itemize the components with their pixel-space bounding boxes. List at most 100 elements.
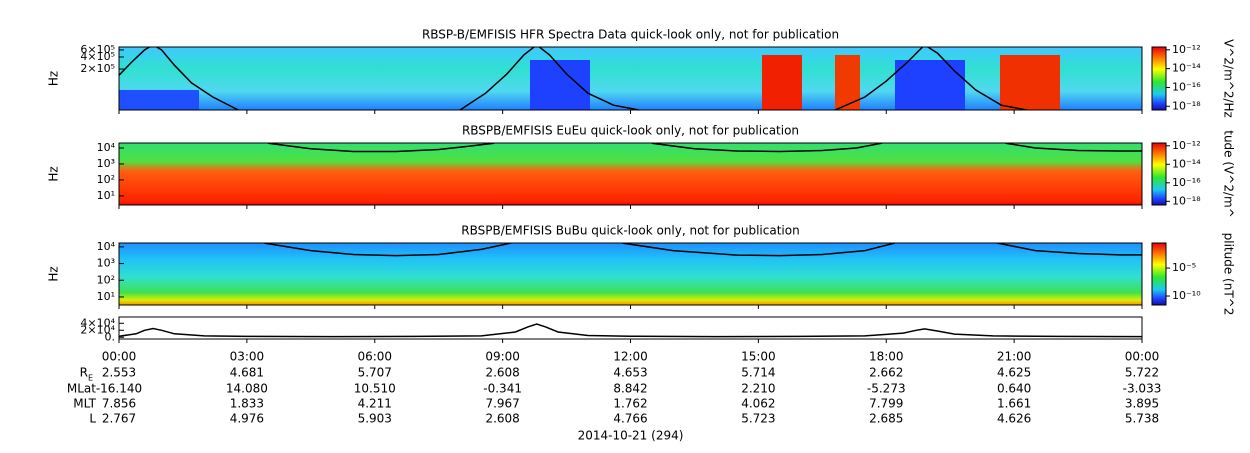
spectrogram-image — [119, 143, 1142, 205]
colorbar-label: V^2/m^2/Hz — [1222, 39, 1236, 118]
colorbar-label: plitude (nT^2 — [1222, 233, 1236, 316]
ephemeris-value: 14.080 — [226, 382, 268, 396]
x-tick-label: 06:00 — [357, 350, 392, 364]
ephemeris-value: 5.723 — [741, 412, 775, 426]
panel-title: RBSPB/EMFISIS EuEu quick-look only, not … — [462, 124, 799, 138]
colorbar-tick-label: 10⁻¹⁸ — [1172, 99, 1201, 112]
spectrogram-image — [895, 60, 965, 110]
y-tick-label: 2×10⁵ — [80, 62, 115, 75]
y-tick-label: 10⁴ — [97, 141, 116, 154]
y-axis-label: Hz — [47, 166, 61, 181]
panel-title: RBSPB/EMFISIS BuBu quick-look only, not … — [461, 224, 799, 238]
ephemeris-value: 5.903 — [358, 412, 392, 426]
line-series — [119, 323, 1142, 338]
ephemeris-value: 2.767 — [102, 412, 136, 426]
spectrogram-image — [835, 55, 860, 110]
y-tick-label: 10¹ — [97, 290, 115, 303]
x-tick-label: 00:00 — [102, 350, 137, 364]
x-tick-label: 00:00 — [1125, 350, 1160, 364]
ephemeris-value: 4.211 — [358, 397, 392, 411]
ephemeris-value: 2.553 — [102, 366, 136, 380]
spectrogram-image — [530, 60, 590, 110]
y-tick-label: 2×10⁴ — [80, 323, 115, 336]
ephemeris-value: -3.033 — [1123, 382, 1162, 396]
panel-title: RBSP-B/EMFISIS HFR Spectra Data quick-lo… — [422, 28, 839, 42]
colorbar — [1151, 46, 1167, 111]
ephemeris-value: 5.722 — [1125, 366, 1159, 380]
ephemeris-value: 4.625 — [997, 366, 1031, 380]
line-series — [119, 47, 1028, 110]
ephemeris-value: 4.681 — [230, 366, 264, 380]
ephemeris-value: 7.967 — [485, 397, 519, 411]
y-tick-label: 10³ — [97, 157, 115, 170]
y-tick-label: 10³ — [97, 257, 115, 270]
ephemeris-value: 8.842 — [613, 382, 647, 396]
y-tick-label: 0. — [105, 330, 116, 343]
spectrogram-image — [1000, 55, 1060, 110]
colorbar-tick-label: 10⁻¹⁰ — [1172, 289, 1201, 302]
ephemeris-value: 2.210 — [741, 382, 775, 396]
x-tick-label: 12:00 — [613, 350, 648, 364]
series-layer — [263, 243, 1142, 257]
ephemeris-value: 4.062 — [741, 397, 775, 411]
ephemeris-value: 2.608 — [485, 366, 519, 380]
ephemeris-label-sub: E — [88, 374, 93, 383]
ephemeris-value: 7.856 — [102, 397, 136, 411]
x-tick-label: 03:00 — [230, 350, 265, 364]
colorbar — [1151, 142, 1167, 206]
plot-area — [119, 317, 1142, 339]
ephemeris-value: 2.662 — [869, 366, 903, 380]
y-tick-label: 10¹ — [97, 189, 115, 202]
colorbar-tick-label: 10⁻¹⁴ — [1172, 157, 1201, 170]
y-tick-label: 4×10⁵ — [80, 50, 115, 63]
ephemeris-value: 4.976 — [230, 412, 264, 426]
ephemeris-value: 2.608 — [485, 412, 519, 426]
y-tick-label: 10² — [97, 173, 115, 186]
ephemeris-value: 3.895 — [1125, 397, 1159, 411]
ephemeris-value: 4.766 — [613, 412, 647, 426]
colorbar-label: tude (V^2/m^ — [1222, 130, 1236, 218]
ephemeris-label: MLT — [73, 397, 96, 411]
colorbar-tick-label: 10⁻¹⁶ — [1172, 176, 1201, 189]
ephemeris-value: 1.661 — [997, 397, 1031, 411]
ephemeris-value: 5.738 — [1125, 412, 1159, 426]
x-tick-label: 21:00 — [997, 350, 1032, 364]
x-tick-label: 09:00 — [485, 350, 520, 364]
y-axis-label: Hz — [47, 266, 61, 281]
colorbar — [1151, 242, 1167, 306]
y-tick-label: 6×10⁵ — [80, 43, 115, 56]
line-series — [263, 243, 1142, 257]
colorbar-tick-label: 10⁻¹² — [1172, 139, 1201, 152]
ephemeris-value: 1.762 — [613, 397, 647, 411]
ephemeris-value: 1.833 — [230, 397, 264, 411]
colorbar-tick-label: 10⁻⁵ — [1172, 261, 1196, 274]
y-tick-label: 10² — [97, 273, 115, 286]
y-tick-label: 10⁴ — [97, 240, 116, 253]
x-tick-label: 18:00 — [869, 350, 904, 364]
colorbar-tick-label: 10⁻¹⁴ — [1172, 62, 1201, 75]
series-layer — [268, 143, 1142, 153]
ephemeris-value: 4.653 — [613, 366, 647, 380]
ephemeris-value: -16.140 — [96, 382, 142, 396]
series-layer — [119, 323, 1142, 338]
spectrogram-image — [119, 243, 1142, 305]
line-series — [268, 143, 1142, 153]
date-label: 2014-10-21 (294) — [578, 429, 684, 443]
ephemeris-value: 7.799 — [869, 397, 903, 411]
spectrogram-image — [119, 47, 1142, 110]
colorbar-tick-label: 10⁻¹² — [1172, 43, 1201, 56]
y-axis-label: Hz — [47, 71, 61, 86]
ephemeris-value: 4.626 — [997, 412, 1031, 426]
colorbar-tick-label: 10⁻¹⁸ — [1172, 194, 1201, 207]
ephemeris-value: 10.510 — [354, 382, 396, 396]
y-tick-label: 4×10⁴ — [80, 316, 115, 329]
ephemeris-label: L — [89, 412, 96, 426]
spectrogram-image — [762, 55, 802, 110]
x-tick-label: 15:00 — [741, 350, 776, 364]
ephemeris-label: R — [80, 366, 88, 380]
ephemeris-value: 0.640 — [997, 382, 1031, 396]
colorbar-tick-label: 10⁻¹⁶ — [1172, 80, 1201, 93]
ephemeris-value: -5.273 — [867, 382, 906, 396]
